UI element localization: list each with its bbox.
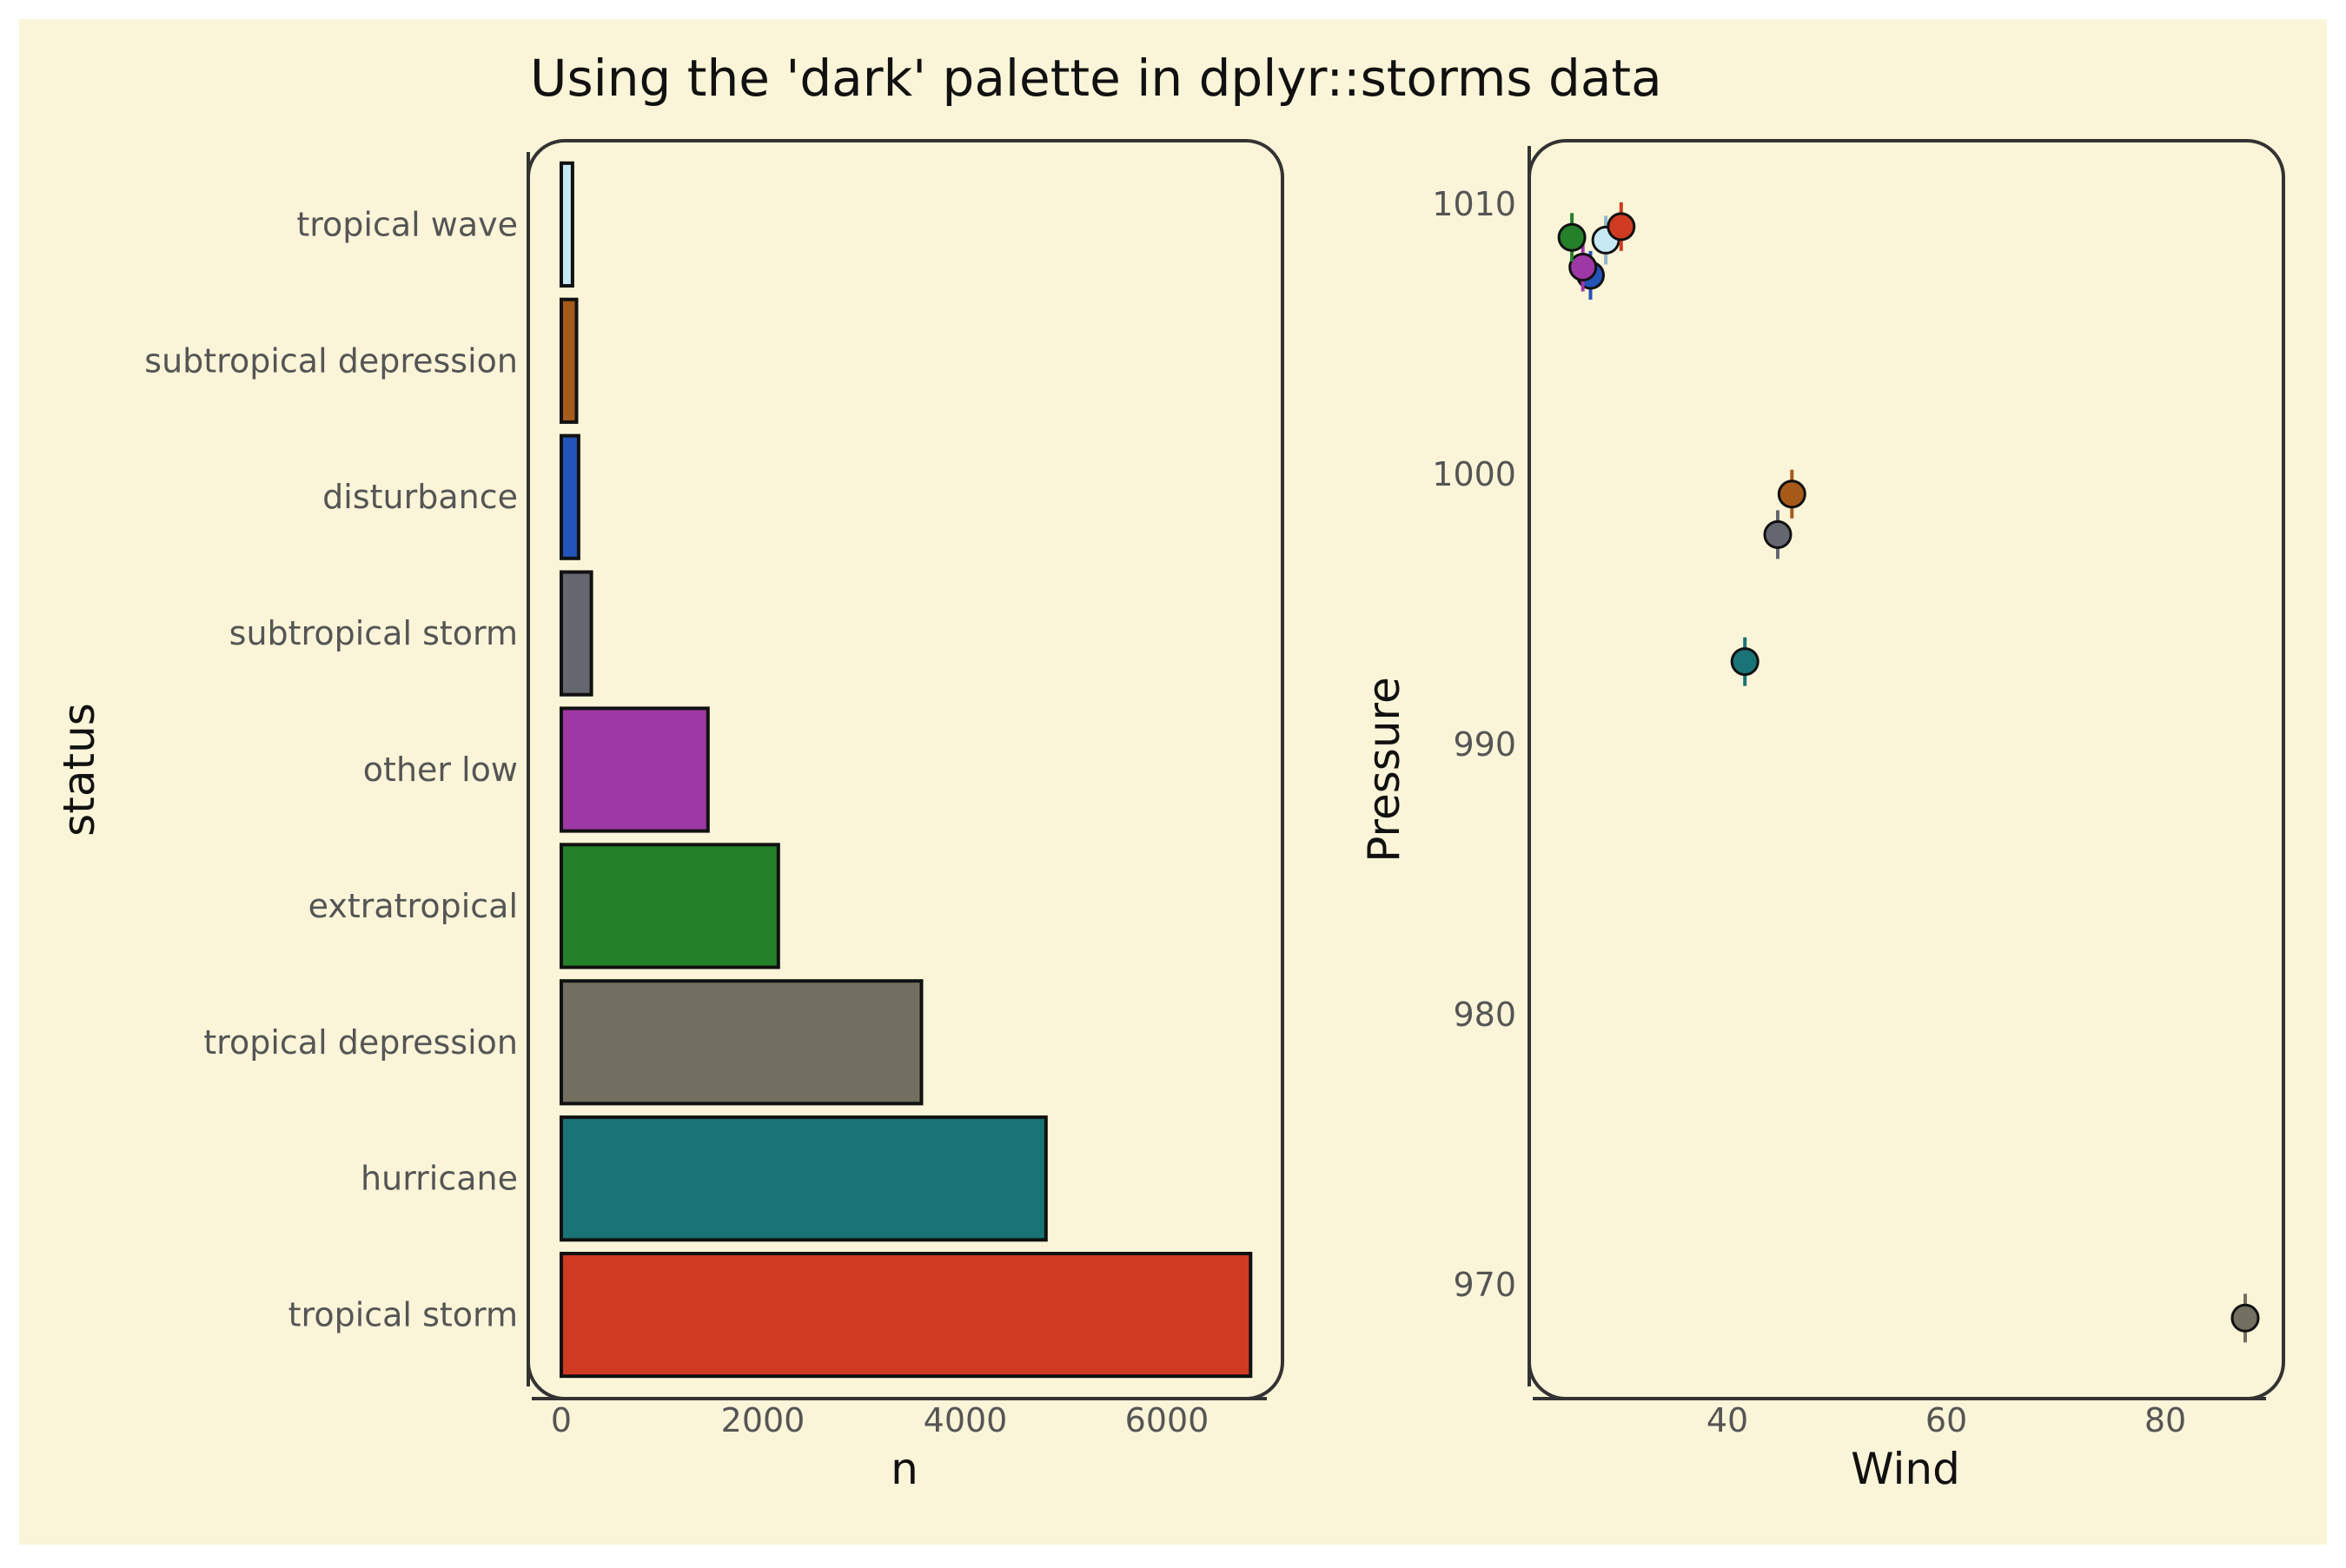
scatter-x-tick-40: 40 [1706, 1401, 1748, 1439]
bar-y-tick-subtropical-storm: subtropical storm [229, 614, 518, 652]
bar-y-tick-hurricane: hurricane [361, 1160, 518, 1198]
scatter-y-tick-970: 970 [1453, 1266, 1516, 1304]
bar-extratropical [560, 843, 780, 969]
point-tropical-storm [1607, 212, 1636, 241]
scatter-y-tick-1000: 1000 [1432, 455, 1516, 493]
chart-title: Using the 'dark' palette in dplyr::storm… [530, 49, 1662, 108]
scatter-y-tick-980: 980 [1453, 996, 1516, 1034]
scatter-y-tick-1010: 1010 [1432, 185, 1516, 223]
bar-y-tick-extratropical: extratropical [308, 887, 518, 925]
point-hurricane [1730, 647, 1760, 677]
bar-y-tick-tropical-depression: tropical depression [203, 1023, 518, 1062]
bar-hurricane [560, 1115, 1048, 1242]
point-extratropical [1557, 222, 1587, 252]
bar-y-tick-subtropical-depression: subtropical depression [144, 341, 518, 380]
bar-x-tick-4000: 4000 [924, 1401, 1008, 1439]
scatter-x-tick-80: 80 [2144, 1401, 2186, 1439]
scatter-x-axis-title: Wind [1851, 1444, 1960, 1494]
bar-disturbance [560, 433, 580, 560]
bar-y-tick-tropical-wave: tropical wave [296, 205, 518, 243]
bar-y-tick-tropical-storm: tropical storm [288, 1296, 518, 1334]
point-other-low [1568, 253, 1598, 281]
scatter-y-axis-title: Pressure [1359, 677, 1409, 863]
bar-subtropical-depression [560, 297, 579, 424]
point-subtropical-depression [1777, 480, 1806, 509]
bar-tropical-storm [560, 1252, 1253, 1379]
point-subtropical-storm [1763, 519, 1793, 549]
bar-y-tick-other-low: other low [363, 751, 518, 789]
bar-x-axis-title: n [891, 1444, 918, 1494]
bar-y-tick-disturbance: disturbance [322, 478, 518, 516]
bar-x-tick-0: 0 [551, 1401, 572, 1439]
scatter-chart-panel: 40 60 80 970 980 990 1000 1010 Wind Pres… [1359, 139, 2285, 1494]
bar-subtropical-storm [560, 570, 593, 697]
bar-tropical-depression [560, 979, 924, 1106]
bar-other-low [560, 706, 710, 833]
bar-x-tick-6000: 6000 [1125, 1401, 1209, 1439]
bar-y-axis-title: status [54, 703, 104, 837]
bar-tropical-wave [560, 161, 574, 288]
point-tropical-depression [2230, 1303, 2260, 1333]
scatter-x-tick-60: 60 [1925, 1401, 1967, 1439]
bar-x-tick-2000: 2000 [721, 1401, 805, 1439]
bar-chart-panel: tropical wave subtropical depression distu… [54, 139, 1284, 1494]
scatter-y-tick-990: 990 [1453, 725, 1516, 764]
